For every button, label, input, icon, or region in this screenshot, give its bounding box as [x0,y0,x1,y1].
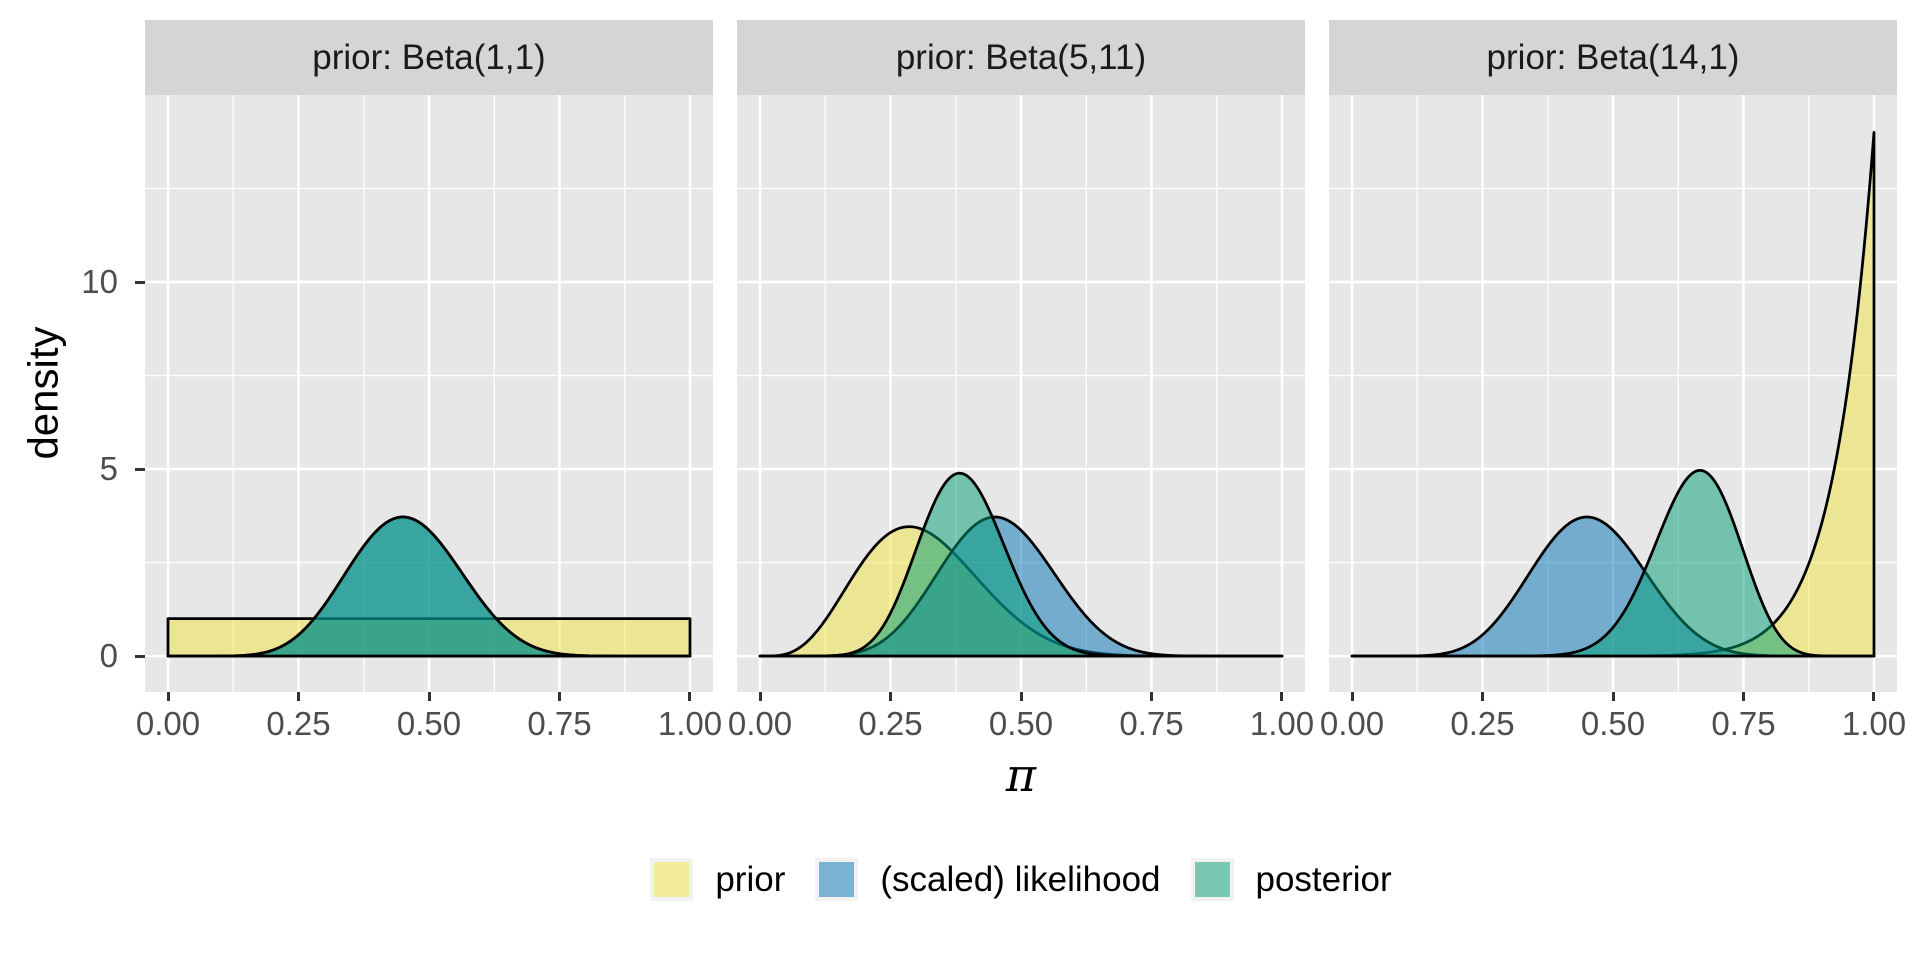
legend-entry-prior: prior [650,858,785,901]
facet-strip-beta-5-11: prior: Beta(5,11) [737,20,1305,95]
x-tick-mark [1611,692,1615,701]
panel-prior-beta-1-1 [145,95,713,692]
panel-prior-beta-5-11 [737,95,1305,692]
strip-label: prior: Beta(5,11) [895,37,1147,77]
x-tick-mark [688,692,692,701]
x-tick-label: 0.75 [527,705,592,742]
density-curve-posterior [166,515,692,658]
x-tick-label: 0.25 [858,705,923,742]
x-tick-label: 0.00 [727,705,793,742]
x-tick-label: 0.75 [1711,705,1776,742]
y-tick-mark [135,280,145,284]
x-tick-mark [166,692,170,701]
x-axis-row: 0.00 0.25 0.50 0.75 1.00 0.00 0.25 0.50 0.75 1.0… [0,692,1920,748]
x-tick-mark [1019,692,1023,701]
x-tick-mark [1280,692,1284,701]
panel-row [0,95,1920,692]
x-axis-panel-1: 0.00 0.25 0.50 0.75 1.00 [136,692,722,748]
legend-label-posterior: posterior [1255,859,1392,899]
density-curve-posterior [1350,469,1876,658]
facet-strip-row: prior: Beta(1,1) prior: Beta(5,11) prior… [0,20,1920,95]
legend-key-posterior [1190,858,1234,901]
prior-swatch-icon [654,862,690,897]
x-tick-label: 0.75 [1119,705,1184,742]
legend-entry-posterior: posterior [1190,858,1392,901]
x-tick-mark [1872,692,1876,701]
facet-strip-beta-1-1: prior: Beta(1,1) [145,20,713,95]
x-tick-label: 0.25 [1450,705,1515,742]
x-tick-mark [758,692,762,701]
y-tick-label: 0 [99,637,118,675]
legend-label-prior: prior [715,859,786,899]
strip-label: prior: Beta(1,1) [312,37,546,77]
panel-prior-beta-14-1 [1329,95,1897,692]
legend-label-likelihood: (scaled) likelihood [880,859,1161,899]
x-tick-mark [1481,692,1484,701]
x-tick-label: 0.00 [1319,705,1385,742]
x-tick-label: 0.50 [396,705,462,742]
y-tick-mark [135,467,145,471]
x-tick-label: 0.00 [135,705,201,742]
x-tick-label: 1.00 [657,705,723,742]
y-tick-label: 10 [81,263,118,301]
x-tick-label: 1.00 [1249,705,1315,742]
strip-label: prior: Beta(14,1) [1486,37,1740,77]
x-tick-label: 1.00 [1841,705,1907,742]
x-tick-mark [1350,692,1354,701]
legend: prior (scaled) likelihood posterior [145,858,1897,901]
y-tick-mark [135,654,145,658]
x-tick-label: 0.50 [988,705,1054,742]
posterior-swatch-icon [1194,862,1230,897]
y-axis-gutter: density 0 5 10 [0,95,145,692]
facet-strip-beta-14-1: prior: Beta(14,1) [1329,20,1897,95]
x-tick-mark [889,692,892,701]
x-tick-mark [427,692,431,701]
y-tick-label: 5 [99,450,118,488]
x-tick-mark [1741,692,1745,701]
x-tick-label: 0.25 [266,705,331,742]
likelihood-swatch-icon [819,862,855,897]
x-tick-mark [297,692,300,701]
legend-entry-likelihood: (scaled) likelihood [815,858,1161,901]
x-axis-panel-3: 0.00 0.25 0.50 0.75 1.00 [1320,692,1906,748]
x-axis-title: π [1005,748,1037,802]
x-tick-mark [557,692,561,701]
x-tick-label: 0.50 [1580,705,1646,742]
x-tick-mark [1149,692,1153,701]
legend-key-prior [650,858,694,901]
x-axis-panel-2: 0.00 0.25 0.50 0.75 1.00 [728,692,1314,748]
density-curve-posterior [758,471,1284,658]
legend-key-likelihood [815,858,859,901]
